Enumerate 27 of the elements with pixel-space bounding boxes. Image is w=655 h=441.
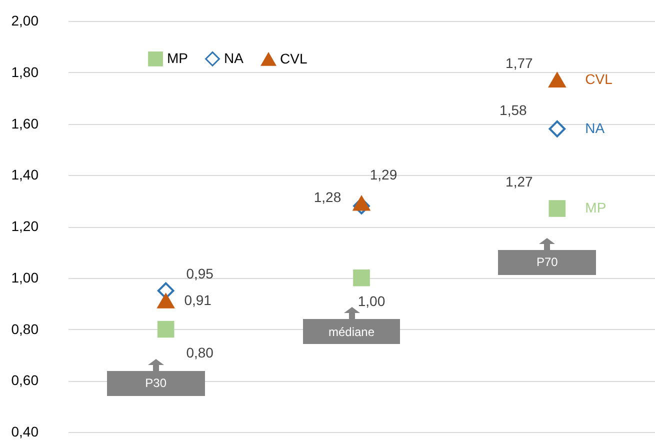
y-tick-label: 1,00	[11, 269, 39, 286]
text: MP	[585, 200, 606, 216]
y-tick-label: 1,60	[11, 115, 39, 132]
data-label: 0,80	[186, 344, 214, 360]
text: CVL	[585, 71, 612, 88]
y-tick-label: 1,80	[11, 64, 39, 80]
data-label: 1,77	[506, 55, 534, 72]
data-label: 1,00	[358, 292, 386, 309]
data-label: 1,27	[506, 174, 534, 190]
label-box: P70	[498, 250, 596, 275]
data-label: 1,29	[370, 166, 398, 182]
y-tick-label: 0,80	[11, 320, 39, 337]
legend-label: MP	[167, 50, 188, 66]
y-tick-label: 0,60	[11, 372, 39, 388]
label-box: P30	[106, 370, 205, 396]
label-box: médiane	[302, 319, 400, 344]
y-tick-label: 1,20	[11, 218, 39, 234]
y-tick-label: 2,00	[11, 12, 39, 28]
data-label: 1,28	[314, 188, 342, 205]
y-tick-label: 0,40	[11, 424, 39, 440]
data-label: 0,91	[184, 292, 212, 308]
data-label: 1,58	[500, 102, 528, 118]
y-tick-label: 1,40	[11, 166, 39, 183]
data-label: 0,95	[186, 266, 214, 282]
text: NA	[585, 120, 605, 136]
legend-label: CVL	[280, 50, 308, 66]
legend-label: NA	[224, 50, 244, 66]
